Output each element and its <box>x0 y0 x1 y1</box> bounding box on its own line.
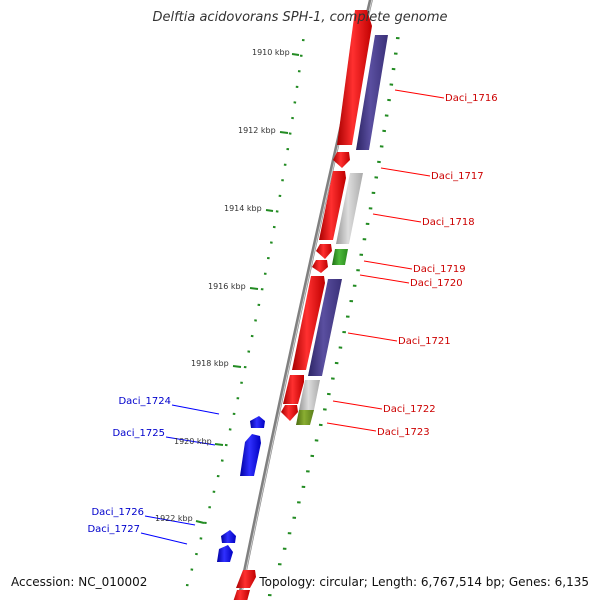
gene-label-Daci_1722[interactable]: Daci_1722 <box>383 404 436 415</box>
scale-label-1914: 1914 kbp <box>224 204 262 213</box>
cds-block <box>356 35 388 150</box>
gene-Daci_1727-arrow[interactable] <box>217 545 233 562</box>
gene-label-Daci_1721[interactable]: Daci_1721 <box>398 336 451 347</box>
scale-major-tick <box>232 365 242 368</box>
cds-block <box>336 173 363 244</box>
cds-block <box>299 380 320 410</box>
gene-label-Daci_1719[interactable]: Daci_1719 <box>413 264 466 275</box>
gene-Daci_1720-arrow[interactable] <box>312 260 328 273</box>
accession-text: Accession: NC_010002 <box>9 575 150 589</box>
label-leader <box>394 89 445 99</box>
label-leader <box>171 404 220 415</box>
forward-gene-track <box>232 10 372 600</box>
label-leader <box>165 436 216 446</box>
genome-title: Delftia acidovorans SPH-1, complete geno… <box>152 10 448 25</box>
scale-labels: 1910 kbp 1912 kbp 1914 kbp 1916 kbp 1918… <box>155 48 300 524</box>
reverse-gene-track <box>217 416 265 562</box>
label-leader <box>347 332 398 342</box>
label-leader <box>332 400 383 410</box>
scale-major-tick <box>265 209 274 212</box>
cds-block <box>332 249 348 265</box>
scale-major-tick <box>291 53 300 56</box>
gene-Daci_1725-arrow[interactable] <box>240 434 261 476</box>
scale-label-1916: 1916 kbp <box>208 282 246 291</box>
scale-label-1920: 1920 kbp <box>174 437 212 446</box>
gene-Daci_1718-arrow[interactable] <box>319 171 346 240</box>
gene-label-Daci_1720[interactable]: Daci_1720 <box>410 278 463 289</box>
forward-gene-labels: Daci_1716 Daci_1717 Daci_1718 Daci_1719 … <box>326 89 498 438</box>
scale-label-1912: 1912 kbp <box>238 126 276 135</box>
scale-major-tick <box>279 131 289 134</box>
gene-Daci_1719-arrow[interactable] <box>316 244 332 259</box>
label-leader <box>363 260 413 270</box>
genome-summary-text: Topology: circular; Length: 6,767,514 bp… <box>257 575 591 589</box>
gene-label-Daci_1723[interactable]: Daci_1723 <box>377 427 430 438</box>
label-leader <box>144 515 196 526</box>
scale-track <box>185 39 305 587</box>
scale-major-tick <box>249 287 259 290</box>
label-leader <box>326 422 377 432</box>
label-leader <box>380 167 431 177</box>
scale-label-1910: 1910 kbp <box>252 48 290 57</box>
label-leader <box>372 213 422 223</box>
scale-label-1922: 1922 kbp <box>155 514 193 523</box>
gene-label-Daci_1717[interactable]: Daci_1717 <box>431 171 484 182</box>
cds-track <box>296 35 388 425</box>
gene-label-Daci_1726[interactable]: Daci_1726 <box>91 507 144 518</box>
gene-Daci_1717-arrow[interactable] <box>333 152 350 168</box>
gene-Daci_1726-arrow[interactable] <box>221 530 236 543</box>
gene-Daci_1721-arrow[interactable] <box>292 276 325 370</box>
reverse-gene-labels: Daci_1724 Daci_1725 Daci_1726 Daci_1727 <box>87 396 220 545</box>
gene-label-Daci_1718[interactable]: Daci_1718 <box>422 217 475 228</box>
scale-label-1918: 1918 kbp <box>191 359 229 368</box>
gene-next-arrow[interactable] <box>236 570 256 588</box>
gene-Daci_1724-arrow[interactable] <box>250 416 265 428</box>
gene-label-Daci_1727[interactable]: Daci_1727 <box>87 524 140 535</box>
gene-label-Daci_1716[interactable]: Daci_1716 <box>445 93 498 104</box>
scale-major-tick <box>214 443 224 446</box>
scale-major-tick <box>195 520 205 524</box>
label-leader <box>140 532 188 545</box>
gene-Daci_1716-arrow[interactable] <box>337 10 372 145</box>
gene-label-Daci_1724[interactable]: Daci_1724 <box>118 396 171 407</box>
cds-block <box>308 279 342 376</box>
gene-label-Daci_1725[interactable]: Daci_1725 <box>112 428 165 439</box>
gene-next-arrow[interactable] <box>232 590 250 600</box>
gene-Daci_1723-arrow[interactable] <box>281 405 298 421</box>
gene-Daci_1722-arrow[interactable] <box>283 375 304 404</box>
label-leader <box>359 274 410 284</box>
cds-block <box>296 410 314 425</box>
